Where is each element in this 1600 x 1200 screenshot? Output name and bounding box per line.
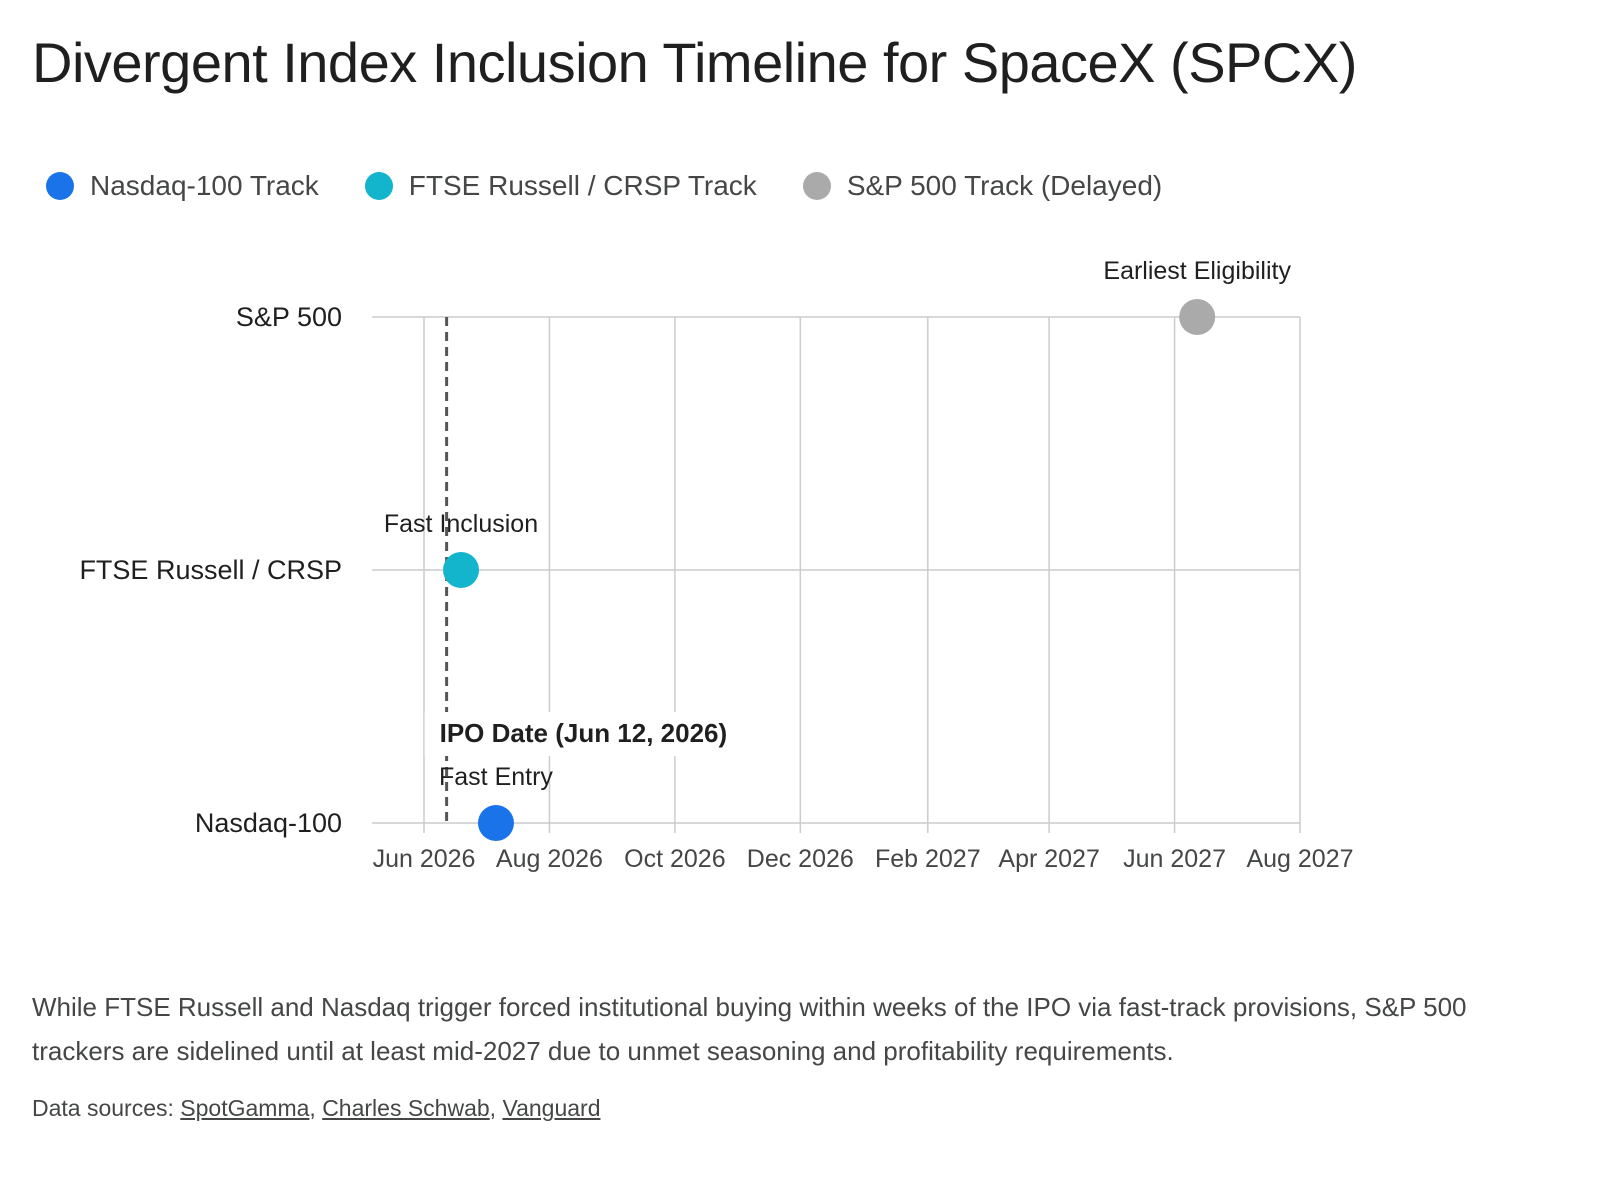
ipo-label-background <box>424 712 715 756</box>
source-link-vanguard[interactable]: Vanguard <box>502 1095 601 1121</box>
data-sources: Data sources: SpotGamma, Charles Schwab,… <box>32 1095 600 1122</box>
x-tick-label: Jun 2027 <box>1123 845 1226 873</box>
x-tick-label: Oct 2026 <box>624 845 725 873</box>
ipo-date-label: IPO Date (Jun 12, 2026) <box>440 718 728 748</box>
y-category-label: FTSE Russell / CRSP <box>79 555 342 585</box>
legend-swatch-sp500 <box>802 172 831 200</box>
legend: Nasdaq-100 Track FTSE Russell / CRSP Tra… <box>46 170 1162 202</box>
legend-label-sp500: S&P 500 Track (Delayed) <box>846 170 1163 201</box>
x-tick-label: Aug 2027 <box>1246 845 1353 873</box>
sources-prefix: Data sources: <box>32 1095 181 1121</box>
y-category-label: Nasdaq-100 <box>195 808 342 838</box>
legend-item-ftse[interactable]: FTSE Russell / CRSP Track <box>364 170 757 202</box>
x-tick-label: Aug 2026 <box>496 845 603 873</box>
chart-title: Divergent Index Inclusion Timeline for S… <box>32 31 1357 94</box>
source-link-spotgamma[interactable]: SpotGamma <box>180 1095 310 1121</box>
data-point <box>477 805 514 841</box>
data-point <box>443 552 480 588</box>
legend-swatch-nasdaq <box>46 172 74 200</box>
x-tick-label: Feb 2027 <box>875 845 981 873</box>
x-tick-label: Apr 2027 <box>998 845 1099 873</box>
data-point-label: Fast Inclusion <box>384 510 538 538</box>
x-tick-label: Dec 2026 <box>747 845 854 873</box>
timeline-chart: Jun 2026 Aug 2026 Oct 2026 Dec 2026 Feb 2027… <box>79 257 1353 873</box>
legend-label-ftse: FTSE Russell / CRSP Track <box>408 170 757 201</box>
data-point-label: Fast Entry <box>439 763 553 791</box>
sources-separator: , <box>489 1095 503 1121</box>
legend-label-nasdaq: Nasdaq-100 Track <box>90 170 319 201</box>
y-category-label: S&P 500 <box>236 302 342 332</box>
legend-item-nasdaq[interactable]: Nasdaq-100 Track <box>46 170 319 202</box>
data-point <box>1179 299 1216 335</box>
legend-item-sp500[interactable]: S&P 500 Track (Delayed) <box>802 170 1163 202</box>
sources-separator: , <box>309 1095 323 1121</box>
source-link-schwab[interactable]: Charles Schwab <box>322 1095 490 1121</box>
data-point-label: Earliest Eligibility <box>1103 257 1291 285</box>
x-tick-label: Jun 2026 <box>373 845 476 873</box>
legend-swatch-ftse <box>364 172 393 200</box>
chart-caption: While FTSE Russell and Nasdaq trigger fo… <box>32 992 1467 1066</box>
